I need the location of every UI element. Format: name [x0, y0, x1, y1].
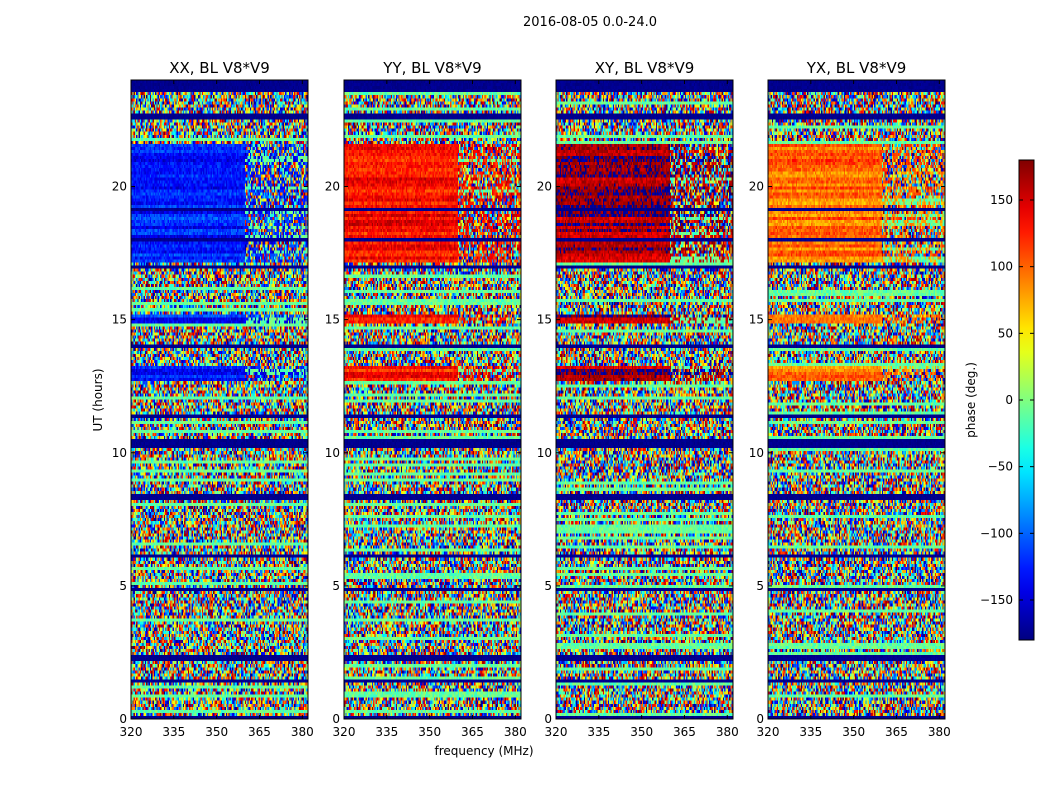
x-tick-label: 380: [928, 725, 951, 739]
panel-1: XX, BL V8*V9 320 335 350 365 380 0 5 10 15 20: [112, 59, 314, 739]
heatmap-image: [344, 80, 521, 719]
figure-suptitle: 2016-08-05 0.0-24.0: [523, 15, 657, 30]
panel-2: YY, BL V8*V9 320 335 350 365 380 0 5 10 15 20: [325, 59, 527, 739]
panel-title: YX, BL V8*V9: [806, 59, 907, 77]
colorbar-tick-label: 0: [1005, 393, 1013, 407]
colorbar-tick-label: 100: [990, 260, 1013, 274]
x-tick-label: 365: [248, 725, 271, 739]
y-tick-label: 15: [537, 313, 552, 327]
x-tick-label: 380: [504, 725, 527, 739]
y-tick-label: 10: [537, 446, 552, 460]
x-tick-label: 320: [333, 725, 356, 739]
x-axis-label: frequency (MHz): [434, 744, 533, 758]
y-tick-label: 0: [119, 712, 127, 726]
x-tick-label: 350: [205, 725, 228, 739]
colorbar: −150 −100 −50 0 50 100 150: [980, 159, 1035, 641]
x-tick-label: 365: [885, 725, 908, 739]
heatmap-image: [131, 80, 308, 719]
colorbar-tick-label: −100: [980, 526, 1013, 540]
heatmap-image: [768, 80, 945, 719]
colorbar-tick-label: −50: [988, 460, 1013, 474]
x-tick-label: 335: [799, 725, 822, 739]
x-tick-label: 380: [291, 725, 314, 739]
y-tick-label: 15: [749, 313, 764, 327]
y-tick-label: 15: [325, 313, 340, 327]
y-tick-label: 5: [332, 579, 340, 593]
colorbar-label: phase (deg.): [964, 362, 978, 438]
panel-frame: [767, 79, 946, 720]
y-tick-label: 10: [112, 446, 127, 460]
y-tick-label: 15: [112, 313, 127, 327]
y-tick-label: 20: [749, 180, 764, 194]
y-tick-label: 20: [537, 180, 552, 194]
x-tick-label: 350: [630, 725, 653, 739]
x-tick-label: 350: [418, 725, 441, 739]
panel-3: XY, BL V8*V9 320 335 350 365 380 0 5 10 15 20: [537, 59, 739, 739]
panel-frame: [555, 79, 734, 720]
y-tick-label: 10: [749, 446, 764, 460]
y-axis-label: UT (hours): [91, 368, 105, 431]
heatmap-image: [556, 80, 733, 719]
colorbar-tick-label: 50: [998, 326, 1013, 340]
y-tick-label: 5: [544, 579, 552, 593]
y-tick-label: 0: [544, 712, 552, 726]
panel-frame: [343, 79, 522, 720]
x-tick-label: 335: [587, 725, 610, 739]
y-tick-label: 10: [325, 446, 340, 460]
x-tick-label: 350: [842, 725, 865, 739]
x-tick-label: 320: [545, 725, 568, 739]
y-tick-label: 5: [119, 579, 127, 593]
x-tick-label: 380: [716, 725, 739, 739]
y-tick-label: 5: [756, 579, 764, 593]
panel-title: YY, BL V8*V9: [382, 59, 481, 77]
panel-4: YX, BL V8*V9 320 335 350 365 380 0 5 10 15 20: [749, 59, 951, 739]
x-tick-label: 335: [375, 725, 398, 739]
x-tick-label: 365: [673, 725, 696, 739]
panel-title: XX, BL V8*V9: [169, 59, 270, 77]
colorbar-tick-label: 150: [990, 193, 1013, 207]
colorbar-tick-label: −150: [980, 593, 1013, 607]
y-tick-label: 20: [325, 180, 340, 194]
y-tick-label: 20: [112, 180, 127, 194]
x-tick-label: 320: [120, 725, 143, 739]
y-tick-label: 0: [332, 712, 340, 726]
panel-frame: [130, 79, 309, 720]
panel-title: XY, BL V8*V9: [595, 59, 695, 77]
y-tick-label: 0: [756, 712, 764, 726]
x-tick-label: 335: [162, 725, 185, 739]
x-tick-label: 365: [461, 725, 484, 739]
x-tick-label: 320: [757, 725, 780, 739]
